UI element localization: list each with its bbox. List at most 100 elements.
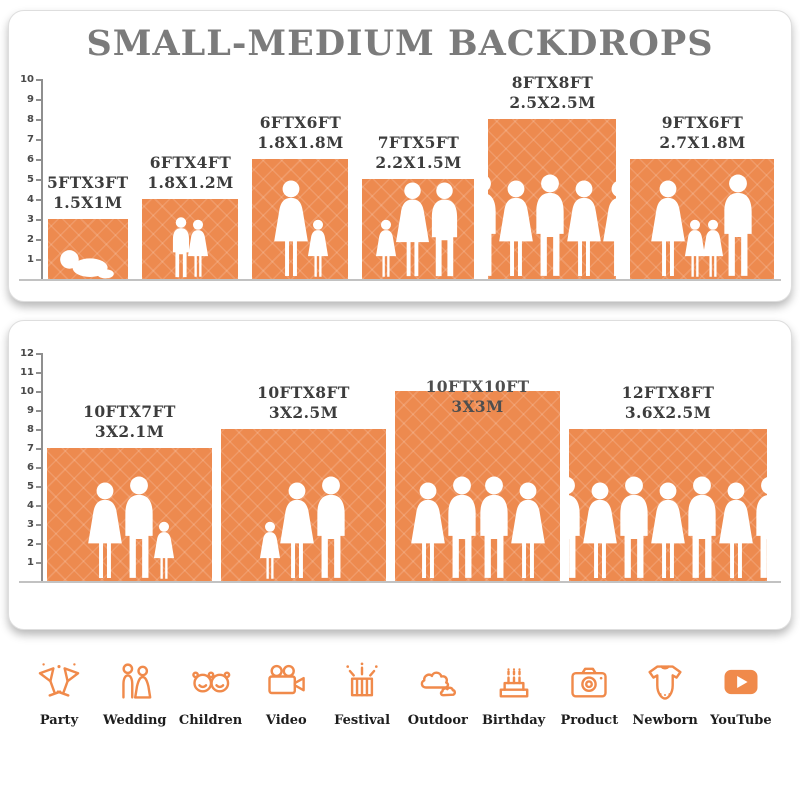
silhouette-group xyxy=(48,219,128,279)
category-festival: Festival xyxy=(327,660,397,728)
size-ft: 9FTX6FT xyxy=(661,112,744,132)
ruler-tick: 7 xyxy=(27,134,43,145)
backdrop-size-label: 8FTX8FT 2.5X2.5M xyxy=(509,73,595,113)
ruler-tick: 6 xyxy=(27,462,43,473)
silhouette-group xyxy=(569,429,767,581)
size-m: 3X2.1M xyxy=(94,421,165,441)
silhouette-group xyxy=(488,119,617,279)
ruler-tick: 9 xyxy=(27,94,43,105)
ruler-tick: 10 xyxy=(20,74,43,85)
ruler-tick: 11 xyxy=(20,367,43,378)
ruler-tick: 4 xyxy=(27,500,43,511)
backdrop-bar xyxy=(630,159,775,279)
size-ft: 5FTX3FT xyxy=(47,172,129,192)
silhouette-group xyxy=(630,159,774,279)
backdrop-size-label: 6FTX6FT 1.8X1.8M xyxy=(257,113,343,153)
backdrop-bars-top: 5FTX3FT 1.5X1M 6FTX4FT 1.8X1.2M 6FTX6FT … xyxy=(47,73,775,279)
woman-silhouette xyxy=(87,482,122,579)
ruler-tick: 8 xyxy=(27,424,43,435)
woman-silhouette xyxy=(651,482,685,579)
backdrop-item-8x8: 8FTX8FT 2.5X2.5M xyxy=(488,73,617,279)
girl-silhouette xyxy=(703,219,724,277)
baseline-bottom xyxy=(19,581,781,583)
woman-silhouette xyxy=(719,482,753,579)
ruler-top: 1 2 3 4 5 6 7 8 9 10 xyxy=(19,74,43,279)
ruler-tick: 4 xyxy=(27,194,43,205)
backdrop-item-9x6: 9FTX6FT 2.7X1.8M xyxy=(630,113,775,279)
backdrop-bar xyxy=(362,179,475,279)
man-silhouette xyxy=(724,174,753,276)
backdrop-size-label: 5FTX3FT 1.5X1M xyxy=(47,173,128,213)
backdrop-item-7x5: 7FTX5FT 2.2X1.5M xyxy=(362,133,475,279)
ruler-tick: 2 xyxy=(27,538,43,549)
ruler-tick: 3 xyxy=(27,519,43,530)
size-ft: 10FTX8FT xyxy=(257,382,350,402)
backdrop-size-label: 9FTX6FT 2.7X1.8M xyxy=(659,113,745,153)
backdrop-size-label: 10FTX8FT 3X2.5M xyxy=(257,383,350,423)
woman-silhouette xyxy=(274,180,309,277)
ruler-tick: 5 xyxy=(27,481,43,492)
children-icon xyxy=(189,660,233,704)
man-silhouette xyxy=(316,476,345,578)
ruler-tick: 12 xyxy=(20,348,43,359)
ruler-tick: 7 xyxy=(27,443,43,454)
backdrop-size-label: 10FTX7FT 3X2.1M xyxy=(83,402,176,442)
backdrop-item-5x3: 5FTX3FT 1.5X1M xyxy=(47,173,128,279)
backdrop-bar xyxy=(221,429,386,581)
size-m: 2.5X2.5M xyxy=(509,92,596,112)
category-label: Children xyxy=(178,713,243,728)
girl-silhouette xyxy=(153,521,174,579)
silhouette-group xyxy=(47,448,212,581)
size-m: 1.8X1.8M xyxy=(257,132,344,152)
panel-large-backdrops: 1 2 3 4 5 6 7 8 9 10 11 12 10FTX7FT 3X2.1M 10FTX8FT… xyxy=(8,320,792,630)
man-silhouette xyxy=(479,476,508,578)
category-label: Video xyxy=(265,713,307,728)
backdrop-bar xyxy=(142,199,239,279)
man-silhouette xyxy=(688,476,716,578)
size-m: 3X3M xyxy=(451,396,504,416)
backdrop-bar xyxy=(488,119,617,279)
backdrop-bar xyxy=(47,219,128,279)
youtube-icon xyxy=(719,660,763,704)
category-newborn: Newborn xyxy=(630,660,700,728)
size-ft: 6FTX6FT xyxy=(259,112,342,132)
man-silhouette xyxy=(569,477,580,578)
size-ft: 8FTX8FT xyxy=(511,72,594,92)
birthday-icon xyxy=(492,660,536,704)
category-label: YouTube xyxy=(710,713,772,728)
silhouette-group xyxy=(395,391,560,581)
man-silhouette xyxy=(488,176,497,276)
ruler-tick: 1 xyxy=(27,557,43,568)
woman-silhouette xyxy=(410,482,445,579)
boy-silhouette xyxy=(173,217,190,278)
ruler-tick: 3 xyxy=(27,214,43,225)
backdrop-bars-bottom: 10FTX7FT 3X2.1M 10FTX8FT 3X2.5M 10FTX10F… xyxy=(47,377,767,581)
size-m: 1.8X1.2M xyxy=(147,172,234,192)
silhouette-group xyxy=(252,159,348,279)
category-label: Festival xyxy=(334,713,391,728)
backdrop-item-12x8: 12FTX8FT 3.6X2.5M xyxy=(569,383,767,581)
ruler-bottom: 1 2 3 4 5 6 7 8 9 10 11 12 xyxy=(19,348,43,581)
woman-silhouette xyxy=(396,182,430,277)
category-label: Party xyxy=(39,713,79,728)
product-icon xyxy=(567,660,611,704)
size-ft: 6FTX4FT xyxy=(149,152,232,172)
category-row: Party Wedding Children Video Festival Ou… xyxy=(0,660,800,728)
backdrop-bar xyxy=(395,391,560,581)
category-children: Children xyxy=(176,660,246,728)
backdrop-size-label: 12FTX8FT 3.6X2.5M xyxy=(622,383,715,423)
page-title: SMALL-MEDIUM BACKDROPS xyxy=(86,23,714,64)
backdrop-item-10x10: 10FTX10FT 3X3M xyxy=(395,377,560,581)
category-label: Newborn xyxy=(632,713,698,728)
girl-silhouette xyxy=(259,521,280,579)
category-label: Birthday xyxy=(481,713,546,728)
backdrop-bar xyxy=(252,159,349,279)
woman-silhouette xyxy=(567,180,602,277)
woman-silhouette xyxy=(603,181,617,277)
silhouette-group xyxy=(362,179,474,279)
backdrop-size-label: 6FTX4FT 1.8X1.2M xyxy=(147,153,233,193)
category-birthday: Birthday xyxy=(479,660,549,728)
backdrop-bar xyxy=(569,429,767,581)
backdrop-item-10x8: 10FTX8FT 3X2.5M xyxy=(221,383,386,581)
category-label: Outdoor xyxy=(407,713,468,728)
